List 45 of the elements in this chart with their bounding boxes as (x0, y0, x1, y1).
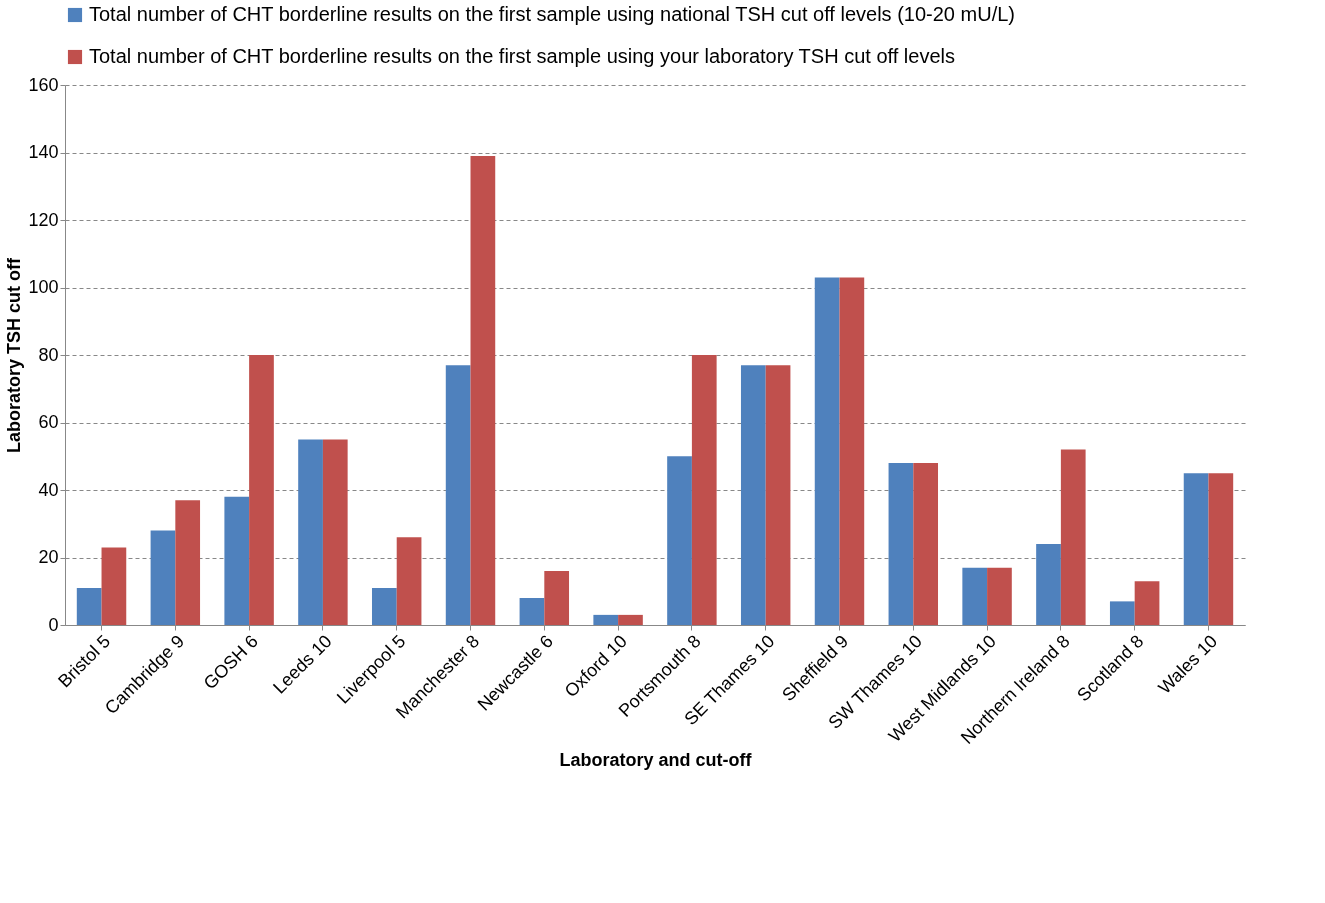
bar (322, 439, 348, 625)
y-tick-label: 20 (38, 547, 59, 567)
bar (1134, 581, 1160, 625)
bar (544, 571, 570, 625)
bar (618, 614, 643, 625)
bar (1208, 473, 1234, 625)
bar (667, 456, 692, 625)
bar (1183, 473, 1209, 625)
bar (593, 614, 619, 625)
bar (224, 496, 250, 625)
bar (249, 355, 274, 625)
y-tick-label: 120 (28, 209, 59, 230)
bar (839, 277, 865, 625)
bar (396, 537, 422, 625)
y-tick-label: 60 (38, 412, 59, 432)
y-axis-title: Laboratory TSH cut off (4, 257, 25, 454)
bar (740, 365, 766, 625)
bar (445, 365, 471, 625)
bar (913, 463, 939, 625)
bar (175, 500, 201, 625)
bar (691, 355, 717, 625)
bar (987, 567, 1012, 625)
bar (298, 439, 323, 625)
bar (470, 155, 496, 625)
bar (1109, 601, 1135, 625)
bar (519, 598, 545, 625)
bar (765, 365, 791, 625)
y-tick-label: 80 (38, 344, 59, 365)
bar (962, 567, 988, 625)
x-axis-title: Laboratory and cut-off (559, 749, 753, 770)
y-tick-label: 40 (38, 479, 59, 500)
bar (101, 547, 127, 625)
y-tick-label: 160 (28, 74, 59, 95)
bar (1036, 544, 1061, 625)
bar (371, 587, 397, 625)
bar (76, 587, 102, 625)
bar (814, 277, 840, 625)
bar (150, 530, 176, 625)
y-tick-label: 0 (48, 614, 59, 635)
y-tick-label: 100 (28, 277, 59, 297)
legend-label: Total number of CHT borderline results on the first sample using national TSH cut off levels (10-20 mU/L) (89, 3, 1015, 25)
legend-label: Total number of CHT borderline results on the first sample using your laboratory TSH cut off levels (89, 45, 955, 67)
bar (888, 463, 914, 625)
bar (1060, 449, 1086, 625)
y-tick-label: 140 (28, 142, 59, 162)
